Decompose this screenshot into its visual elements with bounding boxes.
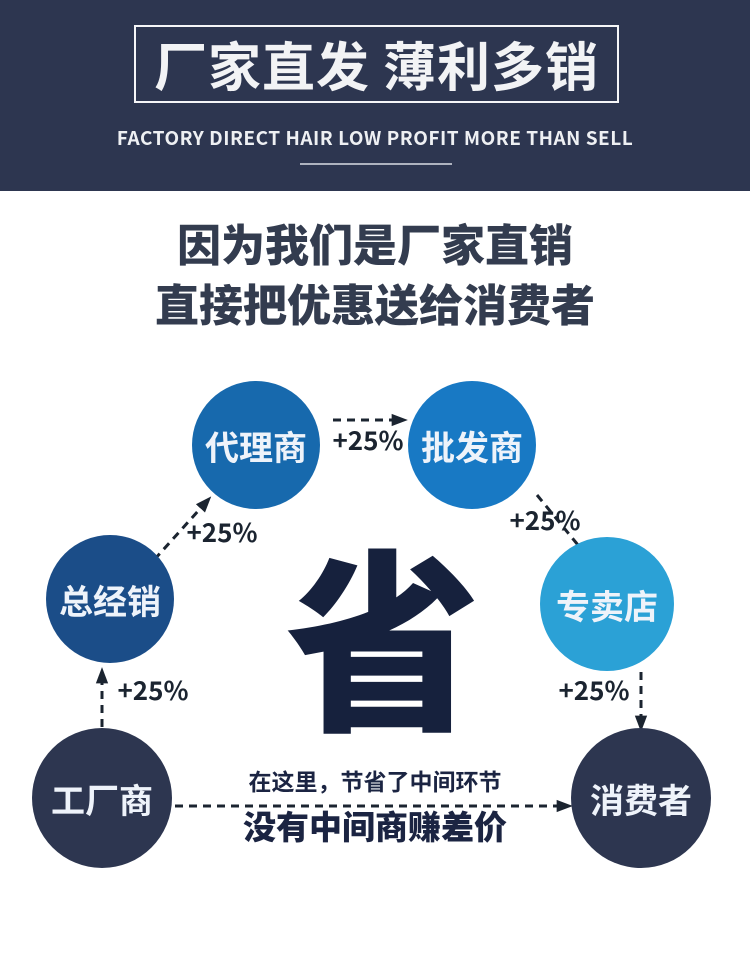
svg-text:在这里，节省了中间环节: 在这里，节省了中间环节	[249, 763, 502, 797]
svg-text:没有中间商赚差价: 没有中间商赚差价	[243, 801, 507, 849]
svg-text:总经销: 总经销	[59, 575, 161, 624]
svg-text:省: 省	[286, 490, 481, 772]
svg-text:+25%: +25%	[509, 501, 580, 538]
svg-text:工厂商: 工厂商	[51, 774, 153, 823]
svg-text:+25%: +25%	[186, 513, 257, 550]
svg-text:批发商: 批发商	[421, 421, 523, 470]
svg-text:+25%: +25%	[332, 421, 403, 458]
svg-text:+25%: +25%	[117, 671, 188, 708]
svg-text:代理商: 代理商	[205, 421, 307, 470]
svg-text:+25%: +25%	[558, 671, 629, 708]
svg-text:消费者: 消费者	[590, 774, 692, 823]
svg-text:专卖店: 专卖店	[556, 580, 658, 629]
